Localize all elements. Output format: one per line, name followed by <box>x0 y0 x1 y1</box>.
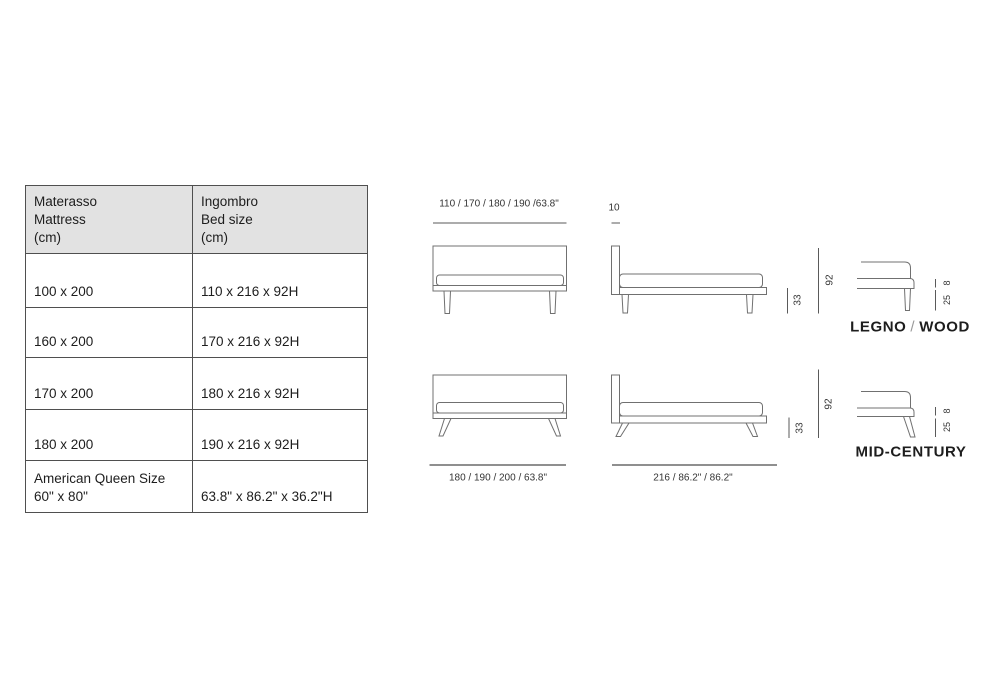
midcentury-base-height-label: 33 <box>794 422 806 434</box>
bed-size-cell: 190 x 216 x 92H <box>192 409 368 462</box>
dimension-lines-wood <box>433 222 819 314</box>
wood-frame-height-label: 8 <box>942 280 952 286</box>
spec-table: Materasso Mattress (cm) Ingombro Bed siz… <box>25 184 368 514</box>
table-row: 160 x 200 170 x 216 x 92H <box>25 307 368 359</box>
bed-size-cell: 170 x 216 x 92H <box>192 307 368 359</box>
style-label-legno-wood: LEGNO / WOOD <box>850 319 970 336</box>
mattress-size-cell: 100 x 200 <box>25 253 193 309</box>
mattress-outline <box>619 402 763 417</box>
table-header-mattress: Materasso Mattress (cm) <box>25 184 193 255</box>
mattress-outline <box>861 391 911 409</box>
mattress-outline <box>436 274 564 286</box>
midcentury-leg-height-label: 25 <box>942 421 952 433</box>
wood-width-dimension-label: 110 / 170 / 180 / 190 /63.8" <box>439 198 559 210</box>
wood-base-height-label: 33 <box>792 294 804 306</box>
bed-side-view-wood <box>611 245 767 314</box>
leg-left <box>621 294 630 314</box>
leg-left-angled <box>615 422 630 437</box>
table-header-bedsize: Ingombro Bed size (cm) <box>192 184 368 255</box>
wood-leg-height-label: 25 <box>942 294 952 306</box>
mattress-outline <box>436 402 564 414</box>
bed-front-view-midcentury <box>432 374 567 437</box>
leg-straight <box>903 288 912 311</box>
frame-rail <box>611 287 767 295</box>
wood-headboard-depth-label: 10 <box>608 202 620 214</box>
style-label-wood: WOOD <box>919 318 970 336</box>
midcentury-side-length-label: 216 / 86.2" / 86.2" <box>653 472 733 484</box>
leg-right <box>548 290 557 314</box>
leg-left-angled <box>438 418 452 437</box>
bed-size-cell: 110 x 216 x 92H <box>192 253 368 309</box>
bed-side-view-midcentury <box>611 374 767 437</box>
mattress-outline <box>619 273 763 288</box>
leg-left <box>443 290 452 314</box>
midcentury-total-height-label: 92 <box>823 398 835 410</box>
table-header-row: Materasso Mattress (cm) Ingombro Bed siz… <box>25 184 368 255</box>
table-row: 170 x 200 180 x 216 x 92H <box>25 357 368 411</box>
leg-right-angled <box>547 418 562 437</box>
frame-rail <box>611 415 767 424</box>
leg-right <box>745 294 754 314</box>
mattress-size-cell: 180 x 200 <box>25 409 193 462</box>
headboard-panel <box>611 245 620 295</box>
frame-rail <box>857 407 915 417</box>
frame-rail <box>857 278 915 289</box>
mattress-size-cell: American Queen Size 60" x 80" <box>25 460 193 514</box>
corner-detail-wood <box>857 261 936 311</box>
midcentury-front-width-label: 180 / 190 / 200 / 63.8" <box>448 472 548 484</box>
midcentury-frame-height-label: 8 <box>942 408 952 414</box>
table-row: 100 x 200 110 x 216 x 92H <box>25 253 368 309</box>
bed-front-view-wood <box>432 245 567 314</box>
table-row: American Queen Size 60" x 80" 63.8" x 86… <box>25 460 368 514</box>
wood-total-height-label: 92 <box>824 274 836 286</box>
headboard-outline <box>432 374 567 419</box>
headboard-panel <box>611 374 620 424</box>
corner-detail-midcentury <box>857 391 936 438</box>
mattress-size-cell: 170 x 200 <box>25 357 193 411</box>
mattress-outline <box>861 261 911 279</box>
style-label-legno: LEGNO <box>850 318 907 336</box>
bed-size-cell: 63.8" x 86.2" x 36.2"H <box>192 460 368 514</box>
slash-separator: / <box>910 318 916 336</box>
leg-angled <box>902 416 916 438</box>
style-label-mid-century: MID-CENTURY <box>855 443 967 461</box>
leg-right-angled <box>745 422 759 437</box>
dimension-lines-midcentury <box>429 369 819 466</box>
table-row: 180 x 200 190 x 216 x 92H <box>25 409 368 462</box>
headboard-outline <box>432 245 567 292</box>
